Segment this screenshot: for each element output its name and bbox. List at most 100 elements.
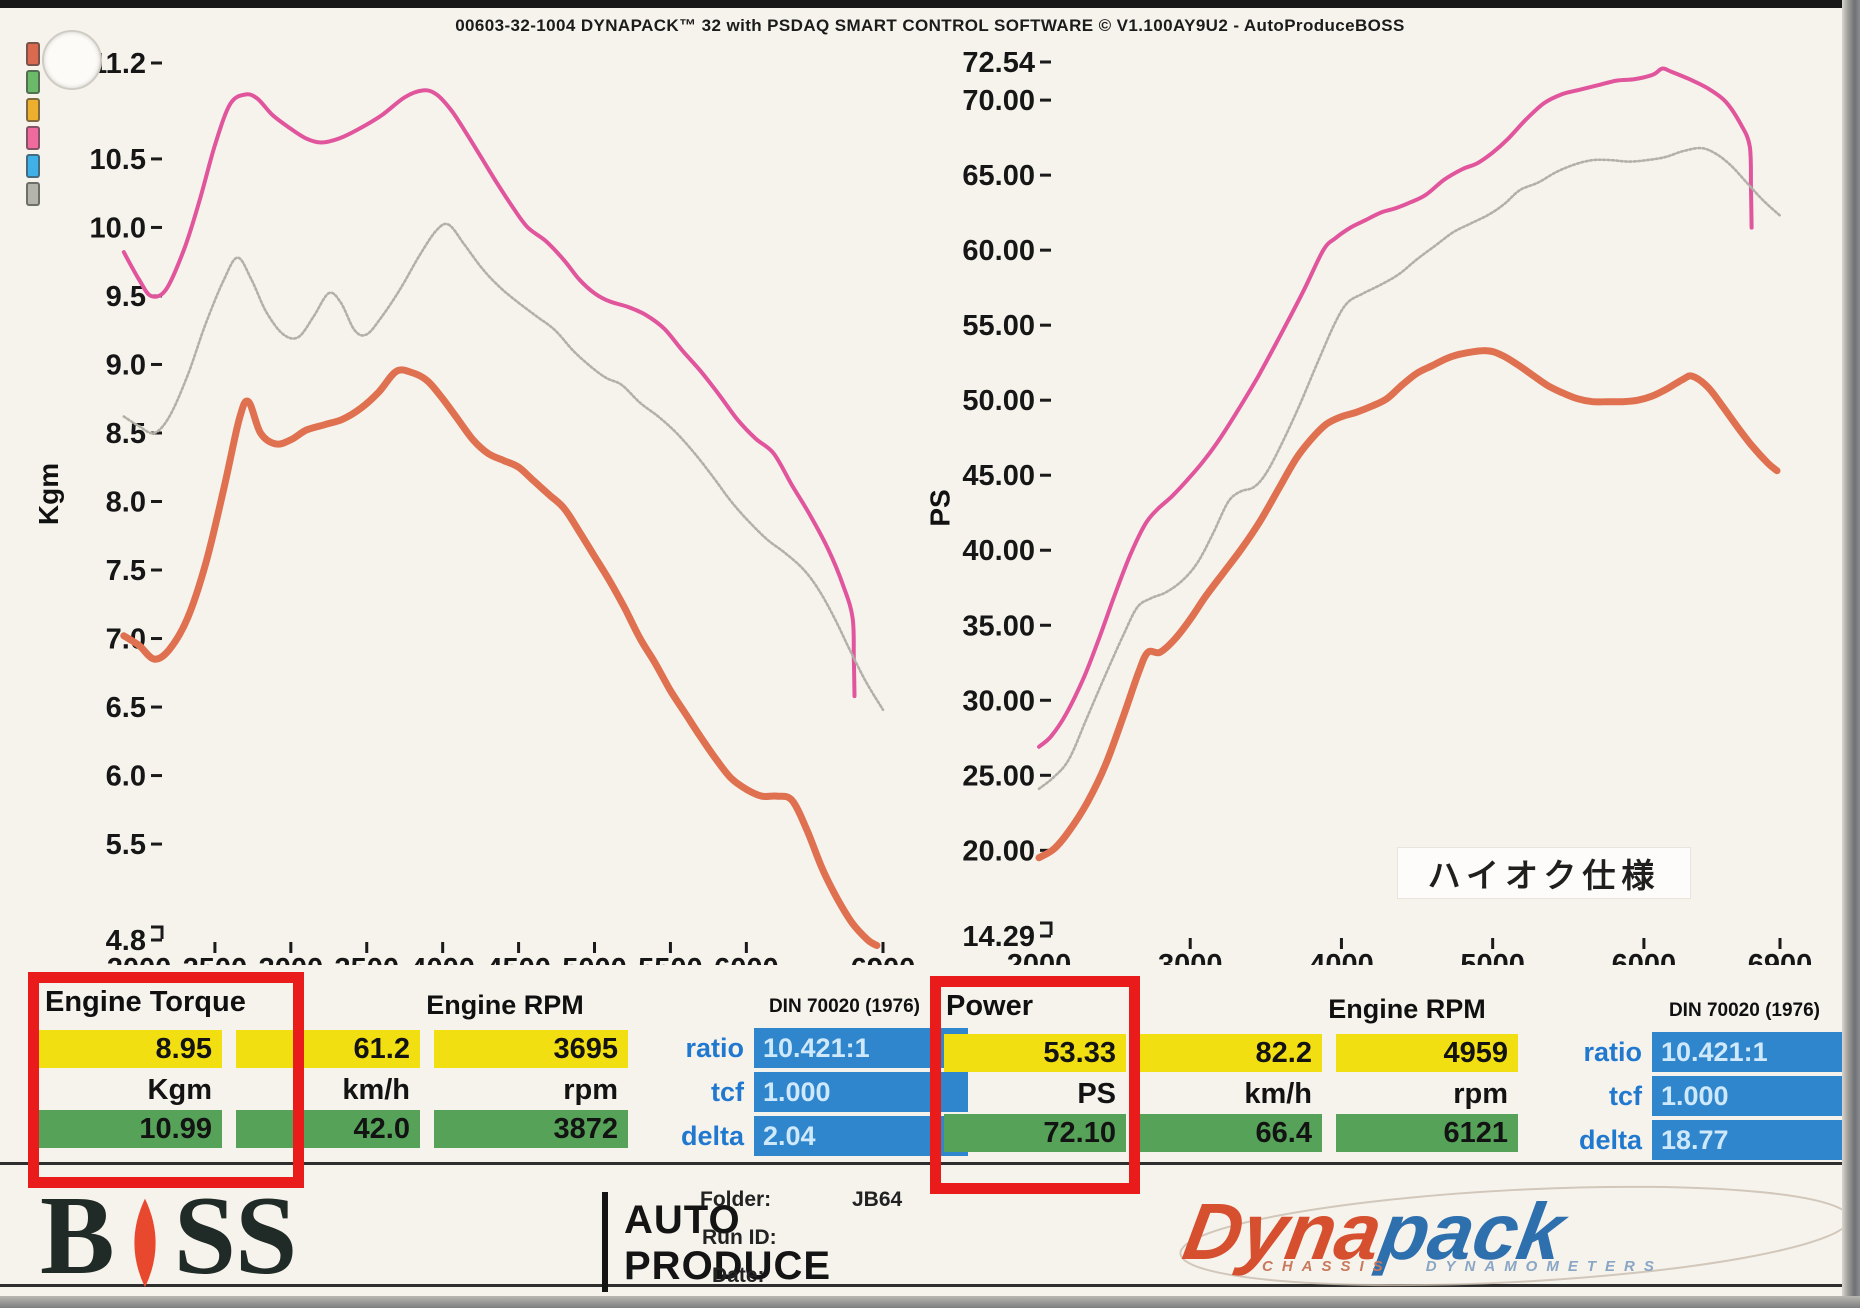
y-tick-label: 55.00 [962,310,1035,342]
date-label: Date: [712,1264,765,1287]
dyno-charts: 11.210.510.09.59.08.58.07.57.06.56.05.54… [90,47,1813,965]
torque-max-value: 10.99 [38,1110,222,1148]
power-unit-ps: PS [1077,1077,1116,1110]
y-tick-label: 72.54 [962,47,1035,79]
curve-run-reference-gray [122,222,885,712]
y-tick-label: 8.0 [106,487,146,519]
power-peak-value: 53.33 [944,1034,1126,1072]
boss-logo-ss: SS [173,1174,298,1298]
power-unit-rpm: rpm [1453,1077,1508,1110]
power-ratio-value: 10.421:1 [1652,1032,1852,1072]
power-peak-rpm: 4959 [1336,1034,1518,1072]
y-tick-label: 40.00 [962,535,1035,567]
torque-max-rpm: 3872 [434,1110,628,1148]
boss-auto-text: AUTO [624,1198,741,1242]
x-tick-label: 6000 [714,953,779,965]
y-tick-label: 7.5 [106,555,146,587]
legend-swatch-pink [26,126,40,150]
torque-unit-rpm: rpm [563,1073,618,1106]
page-title: 00603-32-1004 DYNAPACK™ 32 with PSDAQ SM… [455,16,1405,35]
boss-logo: B SS [40,1174,298,1298]
y-tick-label: 6.5 [106,692,146,724]
torque-unit-kmh: km/h [342,1073,410,1106]
x-tick-label: 2000 [107,953,172,965]
curve-run-cursor-orange [120,366,881,949]
power-tcf-label: tcf [1609,1080,1642,1111]
x-tick-label: 6900 [1748,949,1813,965]
torque-max-speed: 42.0 [236,1110,420,1148]
torque-unit-kgm: Kgm [147,1073,212,1106]
legend-swatch-gray [26,182,40,206]
y-tick-label: 45.00 [962,460,1035,492]
y-tick-label: 4.8 [106,925,146,957]
torque-peak-rpm: 3695 [434,1030,628,1068]
torque-y-axis-unit: Kgm [33,462,65,526]
axis-origin-bracket [151,925,164,939]
scan-edge-top [0,0,1860,8]
y-tick-label: 10.0 [90,212,146,244]
fuel-spec-note: ハイオク仕様 [1398,848,1690,898]
torque-peak-value: 8.95 [38,1030,222,1068]
x-tick-label: 2500 [183,953,248,965]
scan-edge-right [1842,0,1860,1308]
x-tick-label: 3000 [259,953,324,965]
torque-tcf-label: tcf [711,1076,744,1107]
boss-logo-red-lens-icon [134,1198,156,1288]
power-tcf-value: 1.000 [1652,1076,1852,1116]
power-y-axis-unit: PS [924,489,956,527]
y-tick-label: 9.5 [106,281,146,313]
power-panel-title: Power [946,990,1034,1022]
torque-ratio-label: ratio [685,1032,744,1063]
legend-swatch-green [26,70,40,94]
y-tick-label: 8.5 [106,418,146,450]
y-tick-label: 50.00 [962,385,1035,417]
x-tick-label: 3500 [334,953,399,965]
x-tick-label: 4000 [1309,949,1374,965]
x-tick-label: 2000 [1007,949,1072,965]
x-tick-label: 4500 [486,953,551,965]
torque-highlight-red-box [28,972,304,1188]
y-tick-label: 10.5 [90,144,146,176]
axis-origin-bracket [1040,921,1053,935]
power-din-standard: DIN 70020 (1976) [1668,1000,1820,1021]
y-tick-label: 35.00 [962,610,1035,642]
torque-delta-label: delta [680,1120,744,1151]
separator-line-upper [0,1162,1848,1165]
legend-swatch-blue [26,154,40,178]
power-peak-speed: 82.2 [1140,1034,1322,1072]
curve-run-reference-gray [1037,146,1782,791]
y-tick-label: 6.0 [106,761,146,793]
power-max-speed: 66.4 [1140,1114,1322,1152]
torque-panel-title: Engine Torque [45,986,246,1018]
run-id-label: Run ID: [702,1226,777,1249]
x-tick-label: 4000 [410,953,475,965]
x-tick-label: 5500 [638,953,703,965]
y-tick-label: 25.00 [962,760,1035,792]
torque-peak-speed: 61.2 [236,1030,420,1068]
y-tick-label: 70.00 [962,85,1035,117]
boss-produce-text: PRODUCE [624,1244,832,1288]
dynapack-subtitle: CHASSIS DYNAMOMETERS [1262,1258,1663,1275]
y-tick-label: 30.00 [962,685,1035,717]
legend-swatch-amber [26,98,40,122]
boss-logo-b: B [40,1174,115,1298]
power-max-value: 72.10 [944,1114,1126,1152]
power-highlight-red-box [930,976,1140,1194]
x-tick-label: 6900 [851,953,916,965]
x-tick-label: 3000 [1158,949,1223,965]
boss-logo-divider [602,1192,608,1292]
separator-line-lower [0,1284,1848,1287]
folder-value: JB64 [852,1188,903,1211]
curve-run-cursor-orange [1035,347,1781,862]
power-max-rpm: 6121 [1336,1114,1518,1152]
y-tick-label: 20.00 [962,835,1035,867]
power-ratio-label: ratio [1583,1036,1642,1067]
torque-x-axis-title: Engine RPM [426,990,584,1020]
y-tick-label: 9.0 [106,349,146,381]
x-tick-label: 6000 [1612,949,1677,965]
y-tick-label: 60.00 [962,235,1035,267]
dynapack-subtitle-chassis: CHASSIS [1262,1258,1392,1275]
x-tick-label: 5000 [562,953,627,965]
legend-color-chips [26,42,40,210]
